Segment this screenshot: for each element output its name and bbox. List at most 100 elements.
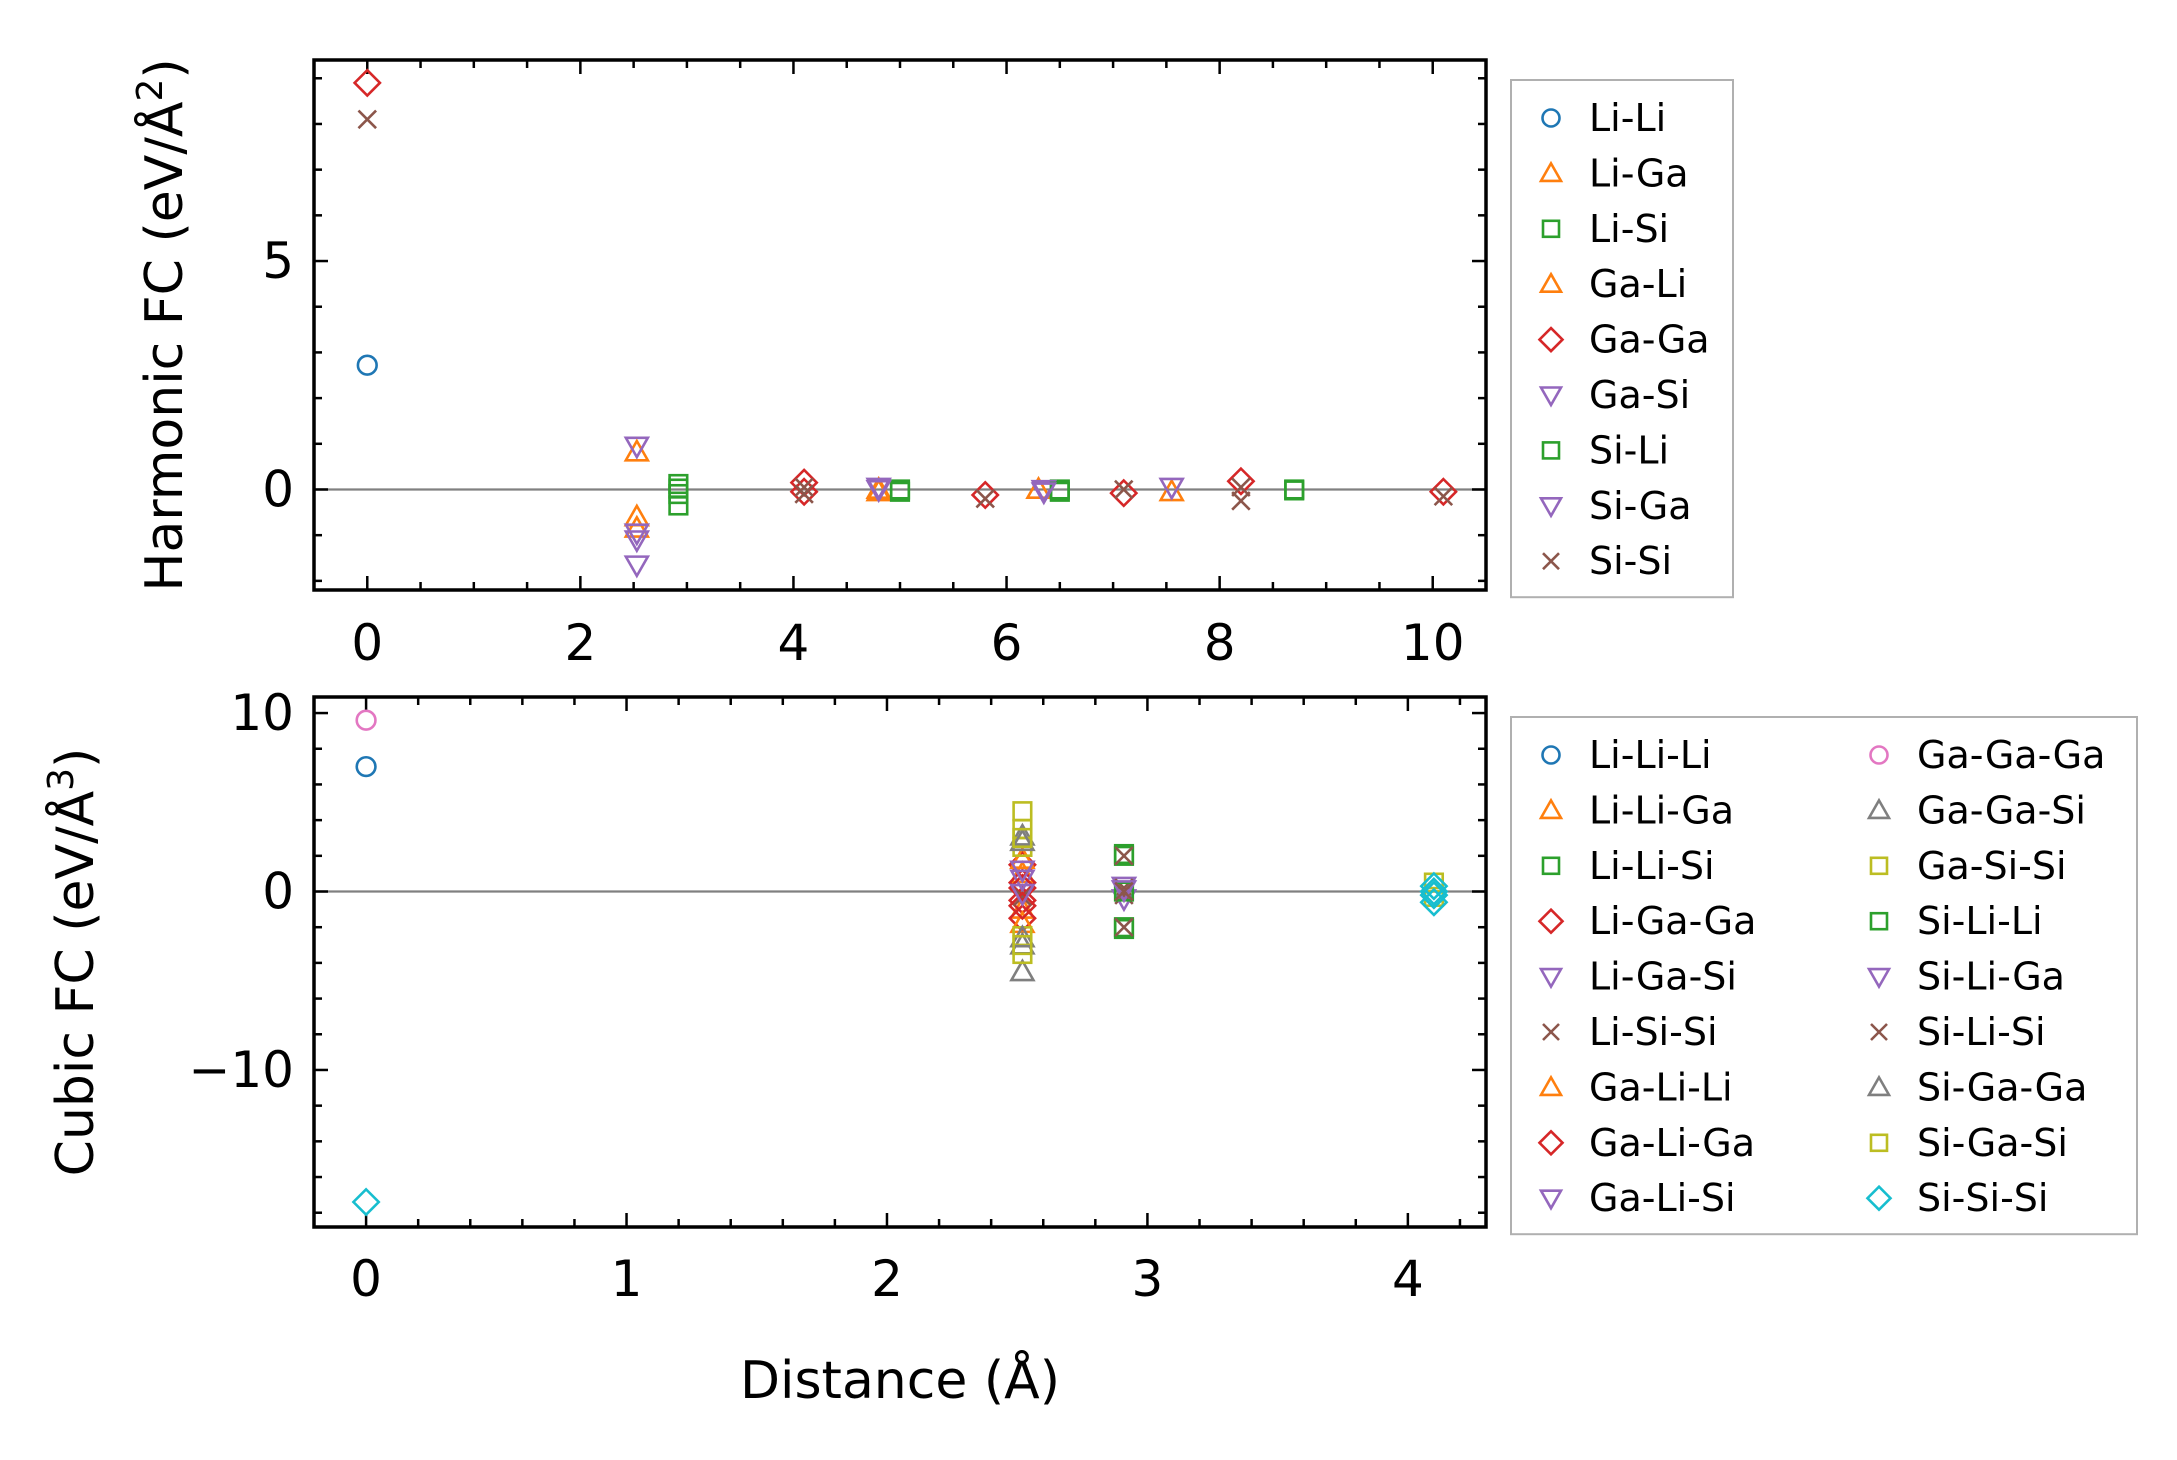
data-point bbox=[1009, 958, 1036, 982]
legend-marker bbox=[1866, 967, 1892, 990]
data-point bbox=[889, 481, 911, 502]
data-point bbox=[351, 1187, 381, 1217]
legend-label: Li-Si-Si bbox=[1589, 1010, 1718, 1054]
axis-ticks bbox=[312, 697, 1486, 1227]
legend-marker bbox=[1869, 1133, 1889, 1153]
legend-marker bbox=[1542, 1023, 1560, 1041]
data-point bbox=[1419, 877, 1449, 907]
data-point bbox=[1009, 860, 1036, 884]
legend-label: Si-Si-Si bbox=[1917, 1176, 2048, 1220]
legend-label: Si-Ga-Si bbox=[1917, 1121, 2068, 1165]
data-point bbox=[1419, 880, 1449, 910]
x-tick-label: 1 bbox=[611, 1250, 643, 1308]
data-point bbox=[1007, 850, 1037, 880]
data-point bbox=[357, 109, 377, 130]
series-ga-si-si bbox=[1012, 801, 1445, 965]
data-point bbox=[794, 484, 814, 504]
data-point bbox=[668, 478, 689, 499]
legend-label: Ga-Li-Li bbox=[1589, 1065, 1733, 1109]
y-tick-label: 0 bbox=[262, 863, 294, 921]
legend-label: Ga-Si-Si bbox=[1917, 844, 2067, 888]
y-tick-label: 0 bbox=[262, 460, 294, 518]
plot-frame bbox=[312, 58, 1488, 592]
legend-marker bbox=[1537, 326, 1565, 353]
data-point bbox=[789, 468, 819, 498]
data-point bbox=[794, 477, 814, 497]
data-point bbox=[1114, 917, 1134, 937]
legend-marker bbox=[1869, 856, 1889, 876]
legend-label: Li-Ga-Si bbox=[1589, 955, 1737, 999]
legend-label: Ga-Li-Ga bbox=[1589, 1121, 1755, 1165]
legend-marker bbox=[1538, 967, 1564, 990]
legend-marker bbox=[1869, 745, 1889, 765]
data-point bbox=[1110, 880, 1138, 904]
data-point bbox=[623, 523, 651, 547]
legend-label: Li-Ga bbox=[1589, 151, 1689, 195]
x-tick-label: 8 bbox=[1204, 614, 1236, 672]
data-point bbox=[1113, 918, 1135, 940]
data-point bbox=[1009, 822, 1036, 846]
data-point bbox=[1419, 871, 1449, 901]
data-point bbox=[1226, 466, 1256, 496]
legend-item: Ga-Si bbox=[1538, 373, 1690, 417]
legend-label: Si-Li-Li bbox=[1917, 899, 2043, 943]
series-ga-li-ga bbox=[1007, 873, 1037, 921]
x-tick-label: 2 bbox=[564, 614, 596, 672]
x-axis-label: Distance (Å) bbox=[740, 1349, 1060, 1411]
legend-item: Li-Ga-Ga bbox=[1537, 899, 1756, 943]
y-axis-label: Harmonic FC (eV/Å2) bbox=[130, 58, 196, 591]
x-tick-label: 0 bbox=[351, 614, 383, 672]
y-tick-label: 10 bbox=[230, 684, 294, 742]
series-ga-ga-ga bbox=[355, 709, 377, 731]
series-li-li bbox=[356, 354, 378, 376]
legend-item: Ga-Li bbox=[1538, 262, 1687, 306]
x-tick-label: 2 bbox=[871, 1250, 903, 1308]
legend-marker bbox=[1869, 911, 1889, 931]
legend-label: Si-Li-Si bbox=[1917, 1010, 2046, 1054]
data-point bbox=[623, 530, 651, 554]
data-point bbox=[1012, 934, 1033, 956]
legend-marker bbox=[1538, 1189, 1564, 1211]
data-point bbox=[623, 436, 651, 460]
data-point bbox=[1158, 477, 1185, 501]
legend-label: Li-Li-Si bbox=[1589, 844, 1715, 888]
legend-label: Li-Li bbox=[1589, 96, 1666, 140]
data-point bbox=[355, 709, 377, 731]
legend-label: Si-Ga bbox=[1589, 484, 1692, 528]
legend-item: Ga-Ga-Ga bbox=[1869, 733, 2105, 777]
legend-item: Li-Si bbox=[1541, 207, 1669, 251]
data-point bbox=[668, 495, 689, 516]
legend-item: Si-Ga bbox=[1538, 484, 1692, 528]
data-point bbox=[623, 438, 651, 462]
legend-item: Li-Ga bbox=[1538, 151, 1689, 195]
legend-label: Li-Si bbox=[1589, 207, 1669, 251]
legend-label: Si-Ga-Ga bbox=[1917, 1065, 2087, 1109]
data-point bbox=[865, 479, 892, 504]
legend-item: Li-Li-Ga bbox=[1538, 788, 1734, 832]
y-tick-label: −10 bbox=[188, 1041, 294, 1099]
legend-label: Ga-Ga bbox=[1589, 318, 1710, 362]
data-point bbox=[352, 68, 382, 98]
data-point bbox=[1012, 827, 1033, 849]
legend-marker bbox=[1537, 1129, 1565, 1157]
legend-marker bbox=[1866, 1074, 1892, 1097]
legend-item: Si-Li-Li bbox=[1869, 899, 2043, 943]
series-ga-ga bbox=[352, 68, 1458, 510]
data-point bbox=[1007, 891, 1037, 921]
legend-label: Ga-Si bbox=[1589, 373, 1690, 417]
y-axis-label: Cubic FC (eV/Å3) bbox=[41, 748, 107, 1177]
legend-label: Ga-Ga-Ga bbox=[1917, 733, 2105, 777]
legend-item: Si-Li bbox=[1541, 428, 1669, 472]
data-point bbox=[1231, 477, 1251, 497]
legend-item: Si-Li-Ga bbox=[1866, 955, 2065, 999]
data-point bbox=[623, 514, 651, 538]
data-point bbox=[1113, 843, 1135, 865]
series-li-si bbox=[668, 473, 1305, 516]
legend-label: Ga-Li bbox=[1589, 262, 1687, 306]
legend-marker bbox=[1541, 441, 1561, 460]
legend-marker bbox=[1541, 219, 1561, 239]
data-point bbox=[1109, 478, 1139, 508]
plot-frame bbox=[312, 695, 1488, 1229]
legend-item: Ga-Li-Ga bbox=[1537, 1121, 1755, 1165]
